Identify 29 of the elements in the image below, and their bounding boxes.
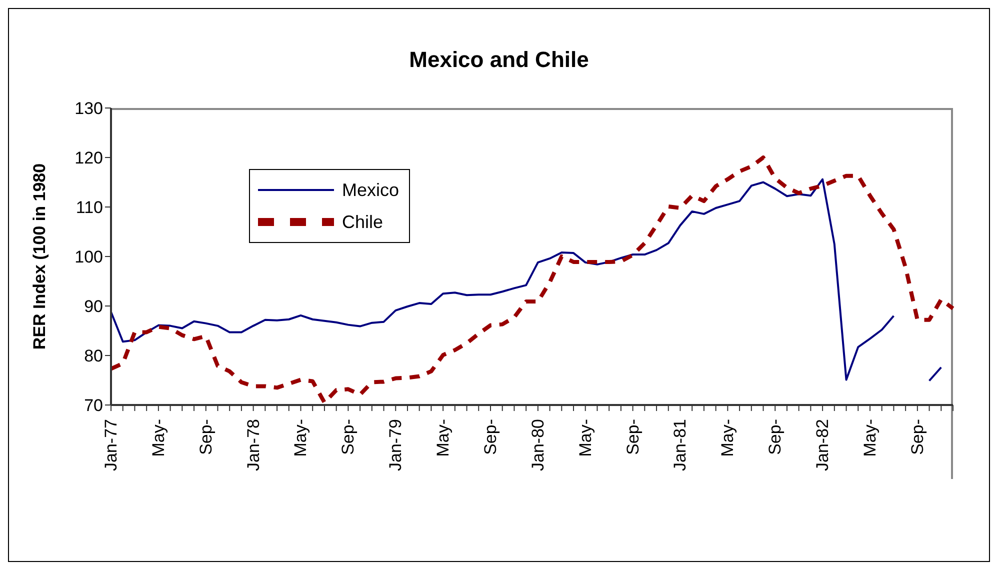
- y-axis-title: RER Index (100 in 1980: [30, 163, 50, 350]
- y-tick-label: 90: [84, 297, 103, 316]
- x-tick-label: Sep-: [338, 419, 358, 455]
- y-tick-label: 100: [74, 248, 103, 267]
- x-tick-label: May-: [718, 419, 738, 457]
- x-tick-label: Jan-82: [813, 419, 832, 471]
- legend-label: Mexico: [342, 180, 400, 200]
- x-tick-label: Jan-81: [670, 419, 690, 471]
- x-tick-label: Sep-: [908, 419, 927, 455]
- x-tick-label: Jan-77: [102, 419, 120, 471]
- y-tick-label: 120: [74, 148, 103, 168]
- x-tick-label: May-: [148, 419, 168, 457]
- y-tick-label: 130: [74, 99, 103, 118]
- x-tick-label: May-: [291, 419, 310, 457]
- y-tick-label: 110: [76, 198, 103, 218]
- y-tick-label: 70: [84, 396, 103, 416]
- x-tick-label: Sep-: [480, 419, 500, 455]
- x-tick-label: Jan-80: [528, 419, 548, 471]
- y-tick-label: 80: [84, 346, 103, 366]
- x-tick-label: May-: [860, 419, 880, 457]
- legend-label: Chile: [342, 212, 384, 232]
- x-tick-label: Sep-: [766, 419, 785, 455]
- x-tick-label: May-: [576, 419, 595, 457]
- x-tick-label: Sep-: [196, 419, 216, 455]
- x-tick-label: Jan-78: [244, 419, 263, 471]
- x-tick-label: Sep-: [623, 419, 642, 455]
- x-tick-label: May-: [434, 419, 453, 457]
- x-tick-label: Jan-79: [386, 419, 406, 471]
- chart-title: Mexico and Chile: [408, 47, 590, 73]
